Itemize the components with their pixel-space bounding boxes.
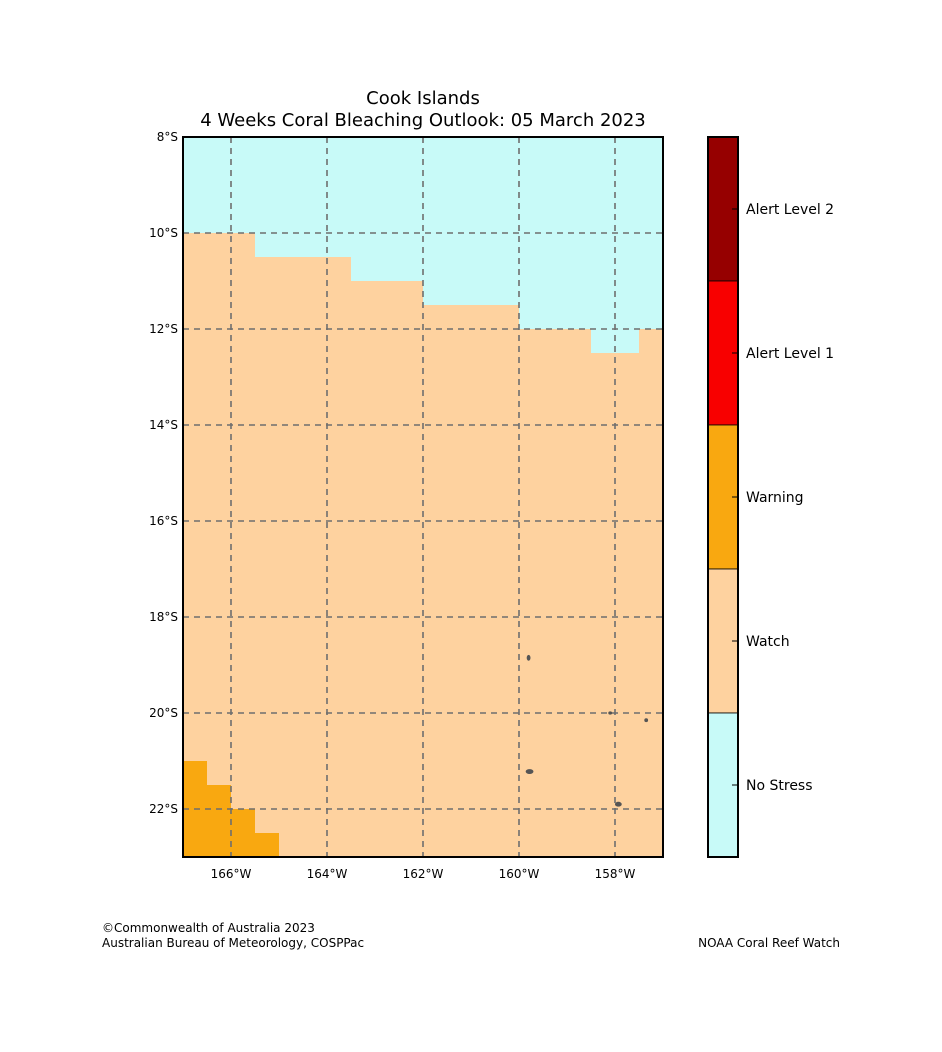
latitude-tick-label: 16°S	[149, 514, 178, 528]
latitude-tick-label: 22°S	[149, 802, 178, 816]
island-marker	[525, 769, 534, 774]
longitude-tick-label: 166°W	[211, 867, 252, 881]
map-frame	[182, 136, 664, 858]
island-marker	[526, 654, 531, 661]
latitude-tick-label: 20°S	[149, 706, 178, 720]
copyright-line: ©Commonwealth of Australia 2023	[102, 921, 315, 935]
legend-label-alert1: Alert Level 1	[746, 346, 834, 362]
latitude-tick-label: 12°S	[149, 322, 178, 336]
copyright-credit: ©Commonwealth of Australia 2023 Australi…	[102, 921, 364, 951]
latitude-tick-label: 10°S	[149, 226, 178, 240]
island-marker	[644, 718, 649, 723]
legend-label-no-stress: No Stress	[746, 778, 813, 794]
island-marker	[614, 801, 622, 807]
latitude-tick-label: 18°S	[149, 610, 178, 624]
longitude-tick-label: 162°W	[403, 867, 444, 881]
no-stress-north-area	[183, 137, 663, 353]
map-subtitle: 4 Weeks Coral Bleaching Outlook: 05 Marc…	[200, 110, 646, 131]
legend-label-warning: Warning	[746, 490, 804, 506]
noaa-credit: NOAA Coral Reef Watch	[698, 936, 840, 950]
longitude-tick-label: 158°W	[595, 867, 636, 881]
map-title: Cook Islands	[366, 88, 480, 109]
agency-line: Australian Bureau of Meteorology, COSPPa…	[102, 936, 365, 950]
island-marker	[608, 711, 613, 715]
longitude-tick-label: 160°W	[499, 867, 540, 881]
latitude-tick-label: 8°S	[157, 130, 178, 144]
legend-label-watch: Watch	[746, 634, 790, 650]
legend-label-alert2: Alert Level 2	[746, 202, 834, 218]
legend-frame	[707, 136, 739, 858]
longitude-tick-label: 164°W	[307, 867, 348, 881]
latitude-tick-label: 14°S	[149, 418, 178, 432]
